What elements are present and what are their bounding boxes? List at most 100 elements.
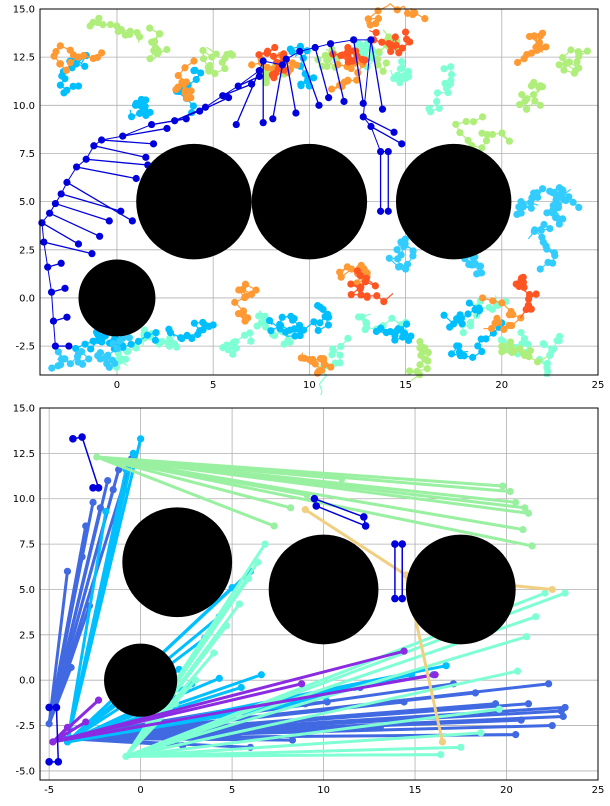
obstacle-circle (268, 534, 379, 645)
scatter-link (191, 109, 194, 113)
path-segment (199, 97, 229, 112)
trajectory-endpoint (528, 542, 536, 550)
scatter-link (475, 261, 481, 267)
robot-path-node (94, 484, 103, 492)
chart-bottom: -5 0 5 10 15 20 25 15.0 12.5 10.0 7.5 5.0 2.5 0.0 -2.… (13, 404, 605, 797)
path-chain (101, 135, 123, 141)
robot-path-node (398, 594, 407, 603)
path-node (132, 174, 140, 183)
robot-path-node (54, 758, 63, 766)
scatter-point (536, 82, 545, 90)
trajectory-endpoint (442, 662, 450, 670)
trajectory-endpoint (137, 435, 145, 443)
x-tick-labels: 0 5 10 15 20 25 (114, 380, 605, 391)
scatter-link (318, 375, 327, 385)
trajectory-lines (45, 435, 569, 761)
trajectory-endpoint (104, 476, 112, 485)
trajectory-line (95, 455, 293, 510)
y-tick-label: -2.5 (15, 721, 35, 732)
path-node (259, 119, 267, 127)
scatter-point (178, 78, 186, 86)
x-tick-label: 15 (399, 380, 412, 391)
robot-path (72, 436, 100, 489)
path-segment (49, 212, 100, 237)
trajectory-endpoint (270, 522, 278, 530)
trajectory-line (124, 714, 154, 758)
path-segment (66, 181, 133, 222)
path-node (142, 153, 150, 161)
path-chain (258, 60, 264, 71)
y-tick-labels: 15.0 12.5 10.0 7.5 5.0 2.5 0.0 -2.5 -5.0 (13, 404, 35, 778)
trajectory-endpoint (63, 567, 72, 575)
robot-path-node (398, 540, 407, 548)
scatter-point (146, 55, 154, 63)
scatter-point (526, 347, 535, 355)
trajectory-endpoint (223, 622, 231, 630)
trajectory-line (51, 682, 304, 744)
trajectory-line (124, 635, 529, 758)
scatter-point (248, 61, 256, 69)
trajectory-endpoint (171, 700, 179, 708)
path-node (65, 342, 73, 350)
scatter-link (361, 313, 371, 318)
path-segment (272, 64, 284, 119)
path-segment (101, 139, 154, 145)
scatter-point (562, 196, 570, 205)
path-node (88, 250, 96, 258)
trajectory-endpoint (298, 680, 306, 688)
scatter-point (191, 66, 199, 74)
path-segment (370, 125, 403, 145)
path-chain (299, 47, 316, 52)
trajectory-endpoint (261, 540, 269, 548)
trajectory-endpoint (524, 700, 533, 708)
trajectory-line (124, 745, 463, 758)
y-tick-label: 7.5 (19, 149, 35, 160)
trajectory-line (95, 455, 530, 515)
trajectory-line (124, 731, 483, 758)
trajectory-endpoint (338, 475, 346, 483)
trajectory-line (65, 509, 108, 744)
path-node (292, 109, 300, 117)
trajectory-endpoint (237, 683, 245, 692)
scatter-point (553, 337, 561, 345)
scatter-link (269, 320, 273, 326)
obstacle-circle (251, 143, 368, 260)
scatter-link (117, 359, 128, 367)
scatter-link (403, 5, 409, 14)
trajectory-endpoint (82, 718, 90, 726)
plot-frame (39, 407, 599, 781)
path-node (384, 207, 392, 215)
trajectory-line (95, 455, 525, 532)
trajectory-line (124, 669, 520, 758)
scatter-link (530, 202, 539, 206)
robot-path-segments (38, 36, 406, 350)
trajectory-endpoint (191, 676, 200, 684)
path-node (96, 232, 104, 240)
scatter-link (260, 72, 270, 76)
path-chain (362, 116, 372, 127)
scatter-link (318, 383, 323, 392)
scatter-point (199, 55, 208, 63)
trajectory-endpoint (254, 558, 262, 566)
x-tick-label: 25 (592, 785, 605, 796)
scatter-link (388, 3, 391, 6)
path-chain (43, 242, 49, 268)
scatter-point (478, 129, 486, 137)
scatter-link (519, 309, 527, 319)
x-tick-label: 20 (500, 785, 513, 796)
scatter-link (137, 36, 141, 43)
trajectory-line (51, 720, 88, 744)
path-segment (122, 127, 168, 137)
path-node (378, 105, 387, 113)
path-chain (263, 60, 283, 66)
obstacles (78, 143, 512, 337)
trajectory-endpoint (506, 487, 514, 496)
scatter-link (286, 62, 297, 66)
scatter-point (146, 24, 154, 32)
scatter-point (546, 225, 554, 233)
x-tick-label: 10 (303, 380, 316, 391)
y-tick-label: 2.5 (19, 630, 35, 641)
trajectory-endpoint (517, 716, 525, 724)
plot-frame (39, 8, 599, 376)
path-chain (199, 95, 224, 112)
